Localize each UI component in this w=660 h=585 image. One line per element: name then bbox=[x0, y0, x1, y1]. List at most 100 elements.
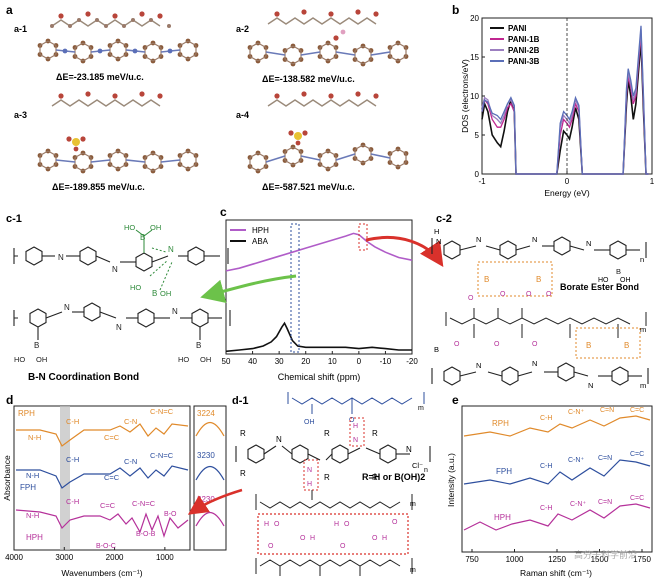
panel-c2: c-2 H N N N N n B HO OH B B O O O O Bora… bbox=[431, 213, 649, 390]
c2-b-left: B bbox=[434, 345, 439, 354]
c1-n4: N bbox=[64, 303, 70, 312]
raman-fph-ch: C-H bbox=[540, 463, 552, 470]
svg-text:O: O bbox=[274, 521, 280, 528]
raman-hph-cc: C=C bbox=[630, 495, 644, 502]
dos-xtick-label: 1 bbox=[650, 177, 655, 186]
c1-n2: N bbox=[112, 265, 118, 274]
c1-n3: N bbox=[168, 245, 174, 254]
inset-peak-fph: 3230 bbox=[197, 451, 215, 460]
nmr-legend: HPH ABA bbox=[230, 226, 269, 246]
nmr-line-hph bbox=[225, 232, 413, 272]
c1-upper-chain bbox=[13, 246, 229, 272]
raman-xtick-label: 750 bbox=[465, 555, 479, 564]
c2-oh-side: OH bbox=[620, 277, 631, 284]
d1-n-top: N bbox=[353, 437, 358, 444]
svg-text:O: O bbox=[300, 535, 306, 542]
c2-ester-box-bottom bbox=[575, 327, 641, 359]
raman-fph-name: FPH bbox=[496, 467, 512, 476]
raman-rph-line bbox=[463, 415, 651, 437]
d1-r1: R bbox=[240, 429, 246, 438]
c2-b-bot1: B bbox=[586, 341, 591, 350]
c2-ho-side: HO bbox=[598, 277, 609, 284]
panel-d1-label: d-1 bbox=[232, 395, 249, 407]
nmr-line-aba bbox=[225, 321, 412, 353]
raman-hph-name: HPH bbox=[494, 513, 511, 522]
c2-n2: N bbox=[532, 235, 537, 244]
nmr-xtick-label: 30 bbox=[275, 357, 284, 366]
c2-oh-a: O bbox=[468, 295, 474, 302]
ftir-ylabel: Absorbance bbox=[2, 455, 12, 501]
panel-a-label: a bbox=[6, 3, 13, 17]
c2-m-top: m bbox=[640, 325, 646, 334]
c2-o-e: O bbox=[454, 341, 460, 348]
c1-boronic-top bbox=[135, 229, 153, 253]
d1-hbond-box-mid bbox=[303, 459, 319, 491]
a2-pva-chain bbox=[267, 9, 379, 25]
ftir-rph-cn: C-N bbox=[124, 417, 137, 426]
nmr-xlabel: Chemical shift (ppm) bbox=[278, 372, 361, 382]
dos-xtick-label: -1 bbox=[478, 177, 486, 186]
panel-c: c 50 40 30 20 10 0 -10 -20 HPH ABA Chemical shif… bbox=[200, 205, 444, 382]
arrow-to-c1 bbox=[200, 274, 297, 303]
ftir-xtick-label: 3000 bbox=[55, 553, 73, 562]
panel-b: b DOS (electrons/eV) Energy (eV) -1 0 1051… bbox=[452, 3, 655, 198]
d1-pani-chain bbox=[235, 444, 431, 464]
raman-hph-ch: C-H bbox=[540, 505, 552, 512]
ftir-hph-bob: B-O-B bbox=[136, 531, 156, 538]
panel-c2-label: c-2 bbox=[436, 213, 452, 225]
svg-text:H: H bbox=[264, 521, 269, 528]
svg-text:H: H bbox=[382, 535, 387, 542]
inset-peak-rph: 3224 bbox=[197, 409, 215, 418]
dos-legend-label: PANI-1B bbox=[508, 35, 540, 44]
c1-b3: B bbox=[34, 341, 39, 350]
raman-plot-frame bbox=[461, 405, 653, 553]
raman-fph-line bbox=[463, 459, 651, 485]
c2-n4: N bbox=[476, 361, 481, 370]
d1-n-mid: N bbox=[307, 467, 312, 474]
ftir-xtick-label: 4000 bbox=[5, 553, 23, 562]
a1-label: a-1 bbox=[14, 24, 27, 34]
ftir-hph-boc: B-O-C bbox=[96, 543, 116, 550]
a1-energy: ΔE=-23.185 meV/u.c. bbox=[56, 72, 144, 82]
c1-oh2: OH bbox=[160, 289, 171, 298]
a3-pva-chain bbox=[51, 91, 163, 107]
c2-n1: N bbox=[476, 235, 481, 244]
c1-b2: B bbox=[152, 289, 157, 298]
c2-lower-chain bbox=[431, 362, 649, 386]
c2-oh-b: O bbox=[500, 291, 506, 298]
nmr-axis-group: 50 40 30 20 10 0 -10 -20 bbox=[222, 351, 418, 366]
svg-text:H: H bbox=[334, 521, 339, 528]
raman-fph-cc: C=C bbox=[630, 451, 644, 458]
panel-b-label: b bbox=[452, 3, 459, 17]
d1-hbond-box-top bbox=[349, 417, 365, 447]
a4-label: a-4 bbox=[236, 110, 249, 120]
raman-rph-name: RPH bbox=[492, 419, 509, 428]
ftir-hph-line bbox=[15, 509, 189, 538]
raman-rph-cn: C=N bbox=[600, 407, 614, 414]
nmr-series-group bbox=[225, 232, 413, 353]
d1-bottom-pva bbox=[255, 494, 413, 576]
nmr-legend-label: HPH bbox=[252, 226, 269, 235]
nmr-highlight-blue bbox=[290, 223, 300, 353]
c2-b-top2: B bbox=[536, 275, 541, 284]
c2-h1: H bbox=[434, 227, 439, 236]
svg-text:O: O bbox=[340, 543, 346, 550]
c1-n5: N bbox=[116, 323, 122, 332]
ftir-hph-nh: N-H bbox=[26, 511, 39, 520]
nmr-xtick-label: -10 bbox=[380, 357, 392, 366]
dos-xlabel: Energy (eV) bbox=[544, 188, 590, 198]
dos-ytick-label: 20 bbox=[470, 14, 479, 23]
c2-upper-chain bbox=[431, 236, 647, 260]
ftir-rph-cc: C=C bbox=[104, 433, 120, 442]
a4-boronic-group bbox=[288, 130, 308, 146]
dos-legend-label: PANI-2B bbox=[508, 46, 540, 55]
d1-r6: R bbox=[372, 473, 378, 482]
d1-h-mid: H bbox=[307, 481, 312, 488]
ftir-xtick-label: 1000 bbox=[156, 553, 174, 562]
ftir-inset-frame bbox=[193, 405, 227, 551]
raman-fph-cnp: C-N⁺ bbox=[568, 457, 584, 464]
raman-rph-ch: C-H bbox=[540, 415, 552, 422]
ftir-fph-cc: C=C bbox=[104, 473, 120, 482]
